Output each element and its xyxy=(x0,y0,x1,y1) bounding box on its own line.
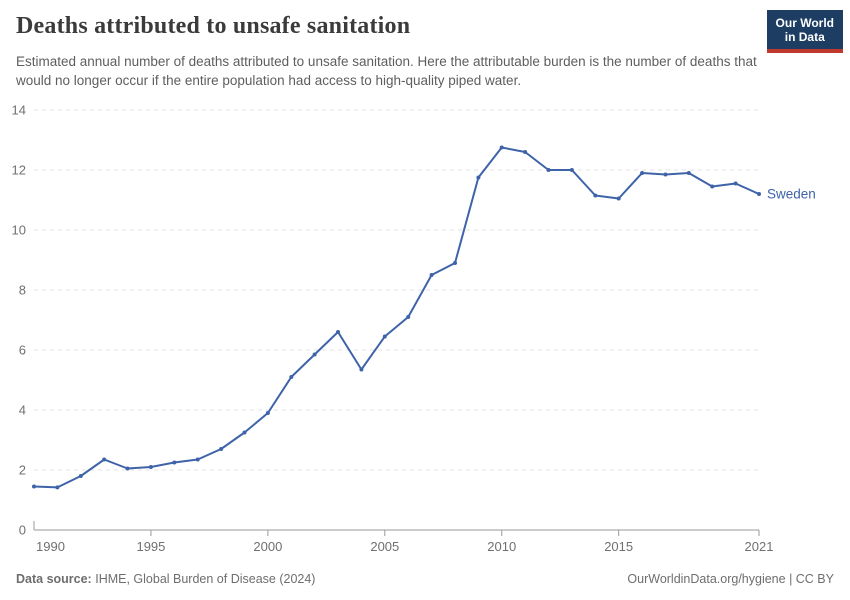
data-point xyxy=(663,172,668,177)
data-point xyxy=(78,474,83,478)
data-point xyxy=(359,367,364,372)
x-tick-label: 2010 xyxy=(487,539,516,554)
owid-logo-line1: Our World xyxy=(775,16,834,30)
y-tick-label: 10 xyxy=(12,223,26,238)
y-tick-label: 14 xyxy=(12,103,26,118)
data-source: Data source: IHME, Global Burden of Dise… xyxy=(16,572,315,586)
data-point xyxy=(102,457,107,462)
y-tick-label: 0 xyxy=(19,523,26,538)
data-point xyxy=(219,447,224,451)
data-point xyxy=(382,334,387,339)
y-tick-label: 12 xyxy=(12,163,26,178)
y-tick-label: 2 xyxy=(19,463,26,478)
data-point xyxy=(686,171,691,175)
data-source-text: IHME, Global Burden of Disease (2024) xyxy=(95,572,316,586)
data-point xyxy=(733,181,738,186)
data-source-label: Data source: xyxy=(16,572,92,586)
y-tick-label: 4 xyxy=(19,403,26,418)
chart-subtitle: Estimated annual number of deaths attrib… xyxy=(16,54,757,89)
data-point xyxy=(32,484,36,489)
data-point xyxy=(336,330,340,334)
data-point xyxy=(148,465,153,469)
x-tick-label: 2021 xyxy=(745,539,774,554)
data-point xyxy=(195,457,200,462)
sweden-line xyxy=(33,146,760,489)
x-tick-label: 2000 xyxy=(253,539,282,554)
data-point xyxy=(55,485,60,490)
data-point xyxy=(710,184,715,189)
data-point xyxy=(265,411,270,415)
x-tick-label: 1990 xyxy=(36,539,65,554)
owid-logo[interactable]: Our World in Data xyxy=(766,10,843,53)
data-point xyxy=(476,175,481,180)
data-point xyxy=(569,168,574,172)
data-point xyxy=(546,168,551,172)
x-tick-label: 2015 xyxy=(604,539,633,554)
data-point xyxy=(125,466,130,471)
x-tick-label: 1995 xyxy=(136,539,165,554)
series-end-label: Sweden xyxy=(767,187,816,202)
data-point xyxy=(312,352,317,357)
data-point xyxy=(616,196,621,201)
data-point xyxy=(499,145,504,150)
data-point xyxy=(523,150,528,154)
data-point xyxy=(640,171,645,175)
page-title: Deaths attributed to unsafe sanitation xyxy=(16,13,411,39)
line-chart: 0 2 4 6 8 10 12 14 1990 1995 2000 2005 2010 2015 2021 S… xyxy=(12,103,816,555)
data-point xyxy=(429,273,434,277)
y-tick-label: 8 xyxy=(19,283,26,298)
data-point xyxy=(593,193,598,198)
data-point xyxy=(172,460,177,465)
data-point xyxy=(757,192,761,196)
data-point xyxy=(242,430,247,435)
data-point xyxy=(453,261,457,265)
x-tick-label: 2005 xyxy=(370,539,399,554)
footer-link[interactable]: OurWorldinData.org/hygiene | CC BY xyxy=(627,572,834,586)
y-tick-label: 6 xyxy=(19,343,26,358)
data-point xyxy=(406,315,411,319)
owid-logo-line2: in Data xyxy=(784,30,825,44)
data-point xyxy=(289,375,294,379)
